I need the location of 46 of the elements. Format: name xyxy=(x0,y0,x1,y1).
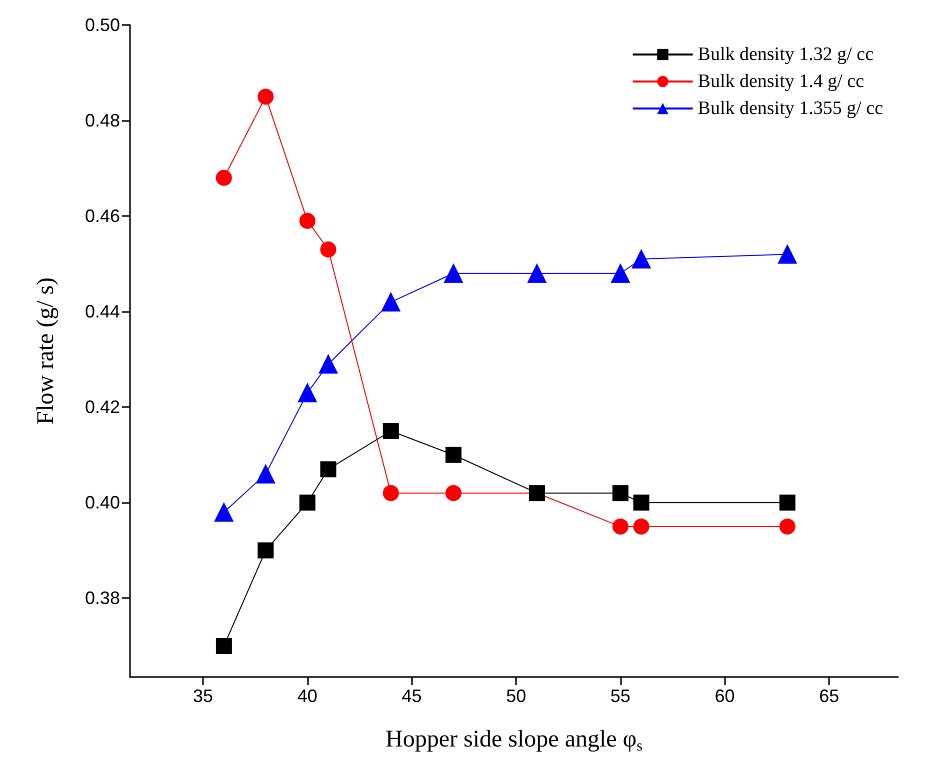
y-tick-label: 0.38 xyxy=(84,588,120,608)
point xyxy=(779,494,796,511)
point xyxy=(633,518,650,535)
point xyxy=(612,518,628,535)
legend-label: Bulk density 1.355 g/ cc xyxy=(698,98,884,119)
x-tick-label: 40 xyxy=(297,686,318,706)
point xyxy=(216,170,232,186)
point xyxy=(299,494,316,511)
x-tick-label: 50 xyxy=(506,686,526,706)
legend-label: Bulk density 1.32 g/ cc xyxy=(698,44,874,65)
x-tick-label: 60 xyxy=(714,686,735,706)
point xyxy=(320,242,336,258)
point xyxy=(320,461,336,478)
point xyxy=(258,542,274,558)
x-tick-label: 55 xyxy=(610,686,630,706)
point xyxy=(214,502,234,522)
point xyxy=(256,464,276,484)
y-tick-label: 0.48 xyxy=(84,110,120,131)
point xyxy=(612,485,628,502)
y-tick-label: 0.50 xyxy=(84,15,120,35)
point xyxy=(633,494,650,511)
point xyxy=(258,88,274,105)
y-tick-label: 0.42 xyxy=(84,397,120,418)
point xyxy=(445,485,462,502)
y-tick-label: 0.46 xyxy=(84,206,120,226)
point xyxy=(318,354,338,374)
point xyxy=(382,423,399,440)
point xyxy=(444,264,463,283)
legend-label: Bulk density 1.4 g/ cc xyxy=(698,71,864,92)
point xyxy=(632,250,651,269)
point xyxy=(445,446,462,463)
y-axis-title: Flow rate (g/ s) xyxy=(33,277,59,425)
point xyxy=(381,292,400,312)
point xyxy=(382,485,399,502)
point xyxy=(527,264,546,283)
point xyxy=(778,244,797,264)
y-tick-label: 0.44 xyxy=(84,302,120,322)
point xyxy=(299,212,316,229)
point xyxy=(779,518,796,535)
point xyxy=(610,264,630,283)
x-tick-label: 35 xyxy=(193,686,214,706)
x-tick-label: 65 xyxy=(819,686,840,706)
point xyxy=(216,638,232,654)
point xyxy=(298,383,317,402)
x-tick-label: 45 xyxy=(402,686,422,706)
y-tick-label: 0.40 xyxy=(84,492,120,513)
